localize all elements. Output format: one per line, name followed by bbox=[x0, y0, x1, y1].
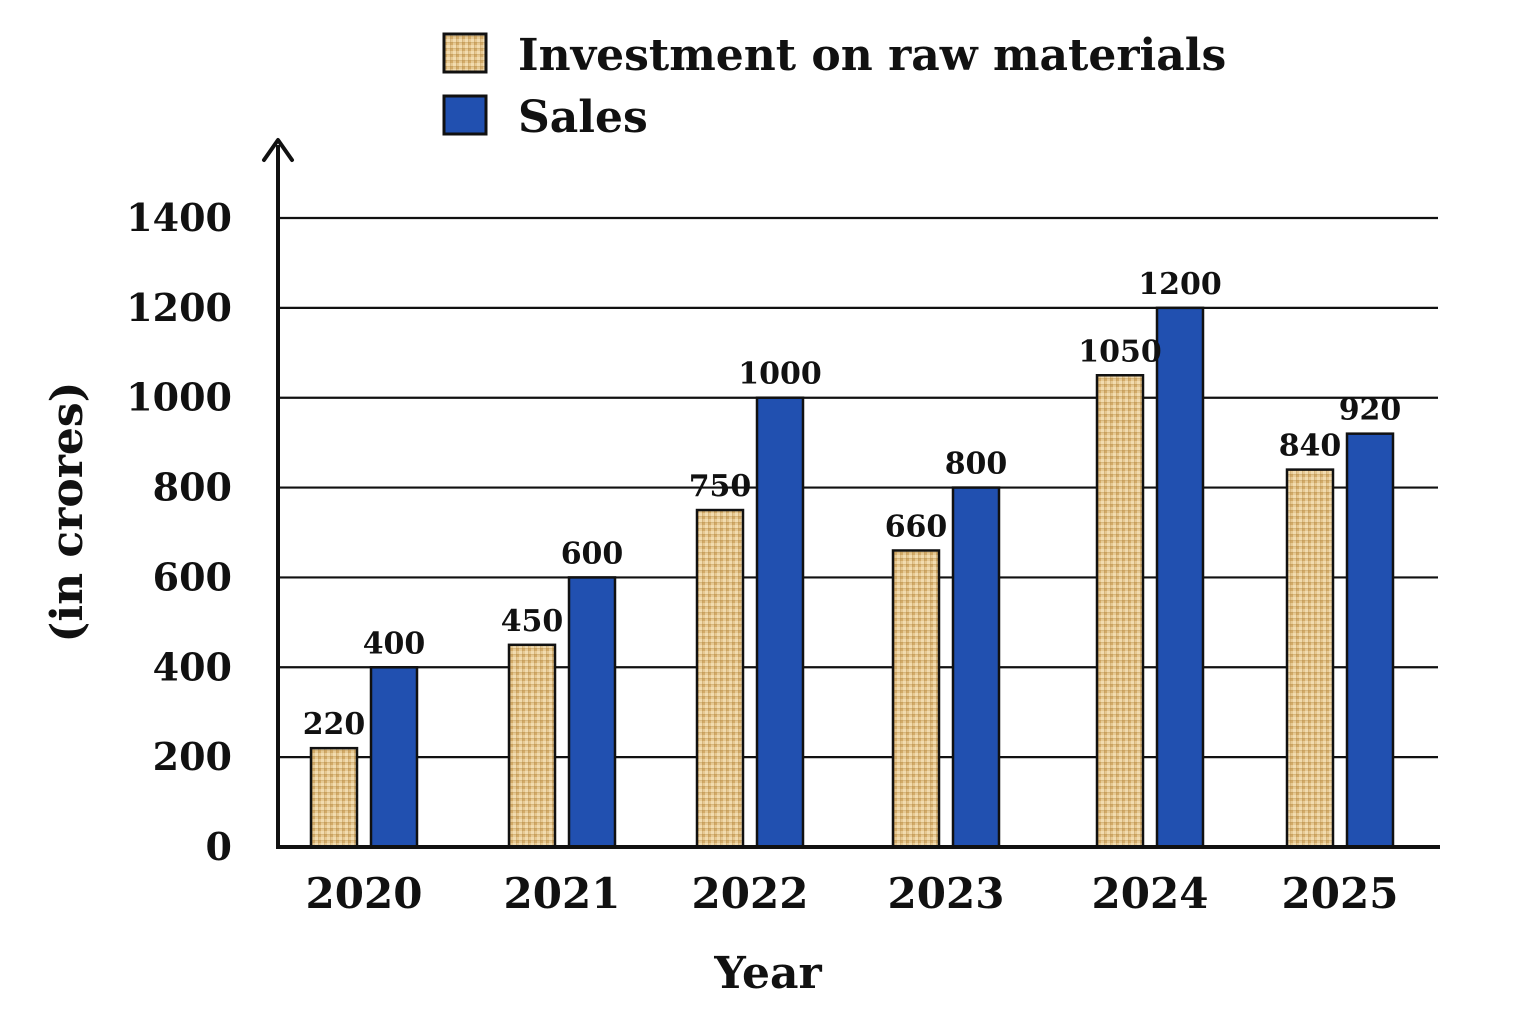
bar-investment bbox=[891, 549, 941, 849]
y-tick-label: 400 bbox=[153, 644, 232, 689]
y-tick-label: 800 bbox=[153, 465, 232, 510]
bar-sales bbox=[567, 576, 617, 849]
bar-investment bbox=[1095, 374, 1145, 849]
y-tick-labels: 0 200 400 600 800 1000 1200 1400 bbox=[126, 195, 232, 869]
axes bbox=[262, 138, 1440, 849]
x-tick-label: 2024 bbox=[1092, 869, 1209, 918]
bar-sales bbox=[755, 396, 805, 849]
bar-investment bbox=[507, 643, 557, 849]
x-tick-label: 2022 bbox=[692, 869, 809, 918]
y-tick-label: 1200 bbox=[126, 285, 232, 330]
y-tick-label: 200 bbox=[153, 734, 232, 779]
bar-investment bbox=[309, 746, 359, 849]
legend-swatch-investment bbox=[442, 32, 488, 74]
grid-lines bbox=[278, 216, 1438, 759]
x-tick-labels: 2020 2021 2022 2023 2024 2025 bbox=[306, 869, 1399, 918]
data-label-sales: 800 bbox=[945, 447, 1008, 482]
y-tick-label: 1000 bbox=[126, 375, 232, 420]
data-label-sales: 920 bbox=[1339, 393, 1402, 428]
data-label-investment: 450 bbox=[501, 604, 564, 639]
x-tick-label: 2020 bbox=[306, 869, 423, 918]
bar-sales bbox=[369, 666, 419, 849]
legend: Investment on raw materials Sales bbox=[442, 30, 1226, 143]
legend-label-sales: Sales bbox=[518, 92, 648, 143]
bar-investment bbox=[695, 508, 745, 849]
legend-label-investment: Investment on raw materials bbox=[518, 30, 1226, 81]
y-tick-label: 0 bbox=[206, 824, 232, 869]
x-tick-label: 2023 bbox=[888, 869, 1005, 918]
data-label-sales: 1000 bbox=[738, 357, 822, 392]
data-label-sales: 600 bbox=[561, 536, 624, 571]
x-tick-label: 2025 bbox=[1282, 869, 1399, 918]
legend-swatch-sales bbox=[442, 94, 488, 136]
bar-sales bbox=[951, 486, 1001, 849]
x-axis-title: Year bbox=[713, 948, 822, 999]
data-label-investment: 220 bbox=[303, 707, 366, 742]
bar-investment bbox=[1285, 468, 1335, 849]
bar-sales bbox=[1345, 432, 1395, 849]
y-axis-title: (in crores) bbox=[42, 382, 93, 643]
data-label-investment: 660 bbox=[885, 509, 948, 544]
data-label-investment: 750 bbox=[689, 469, 752, 504]
y-tick-label: 600 bbox=[153, 554, 232, 599]
data-label-sales: 400 bbox=[363, 626, 426, 661]
bar-sales bbox=[1155, 306, 1205, 849]
x-tick-label: 2021 bbox=[504, 869, 621, 918]
data-label-investment: 1050 bbox=[1078, 334, 1162, 369]
y-axis-arrow bbox=[262, 138, 294, 162]
y-tick-label: 1400 bbox=[126, 195, 232, 240]
bars bbox=[309, 306, 1395, 849]
data-label-investment: 840 bbox=[1279, 429, 1342, 464]
data-label-sales: 1200 bbox=[1138, 267, 1222, 302]
